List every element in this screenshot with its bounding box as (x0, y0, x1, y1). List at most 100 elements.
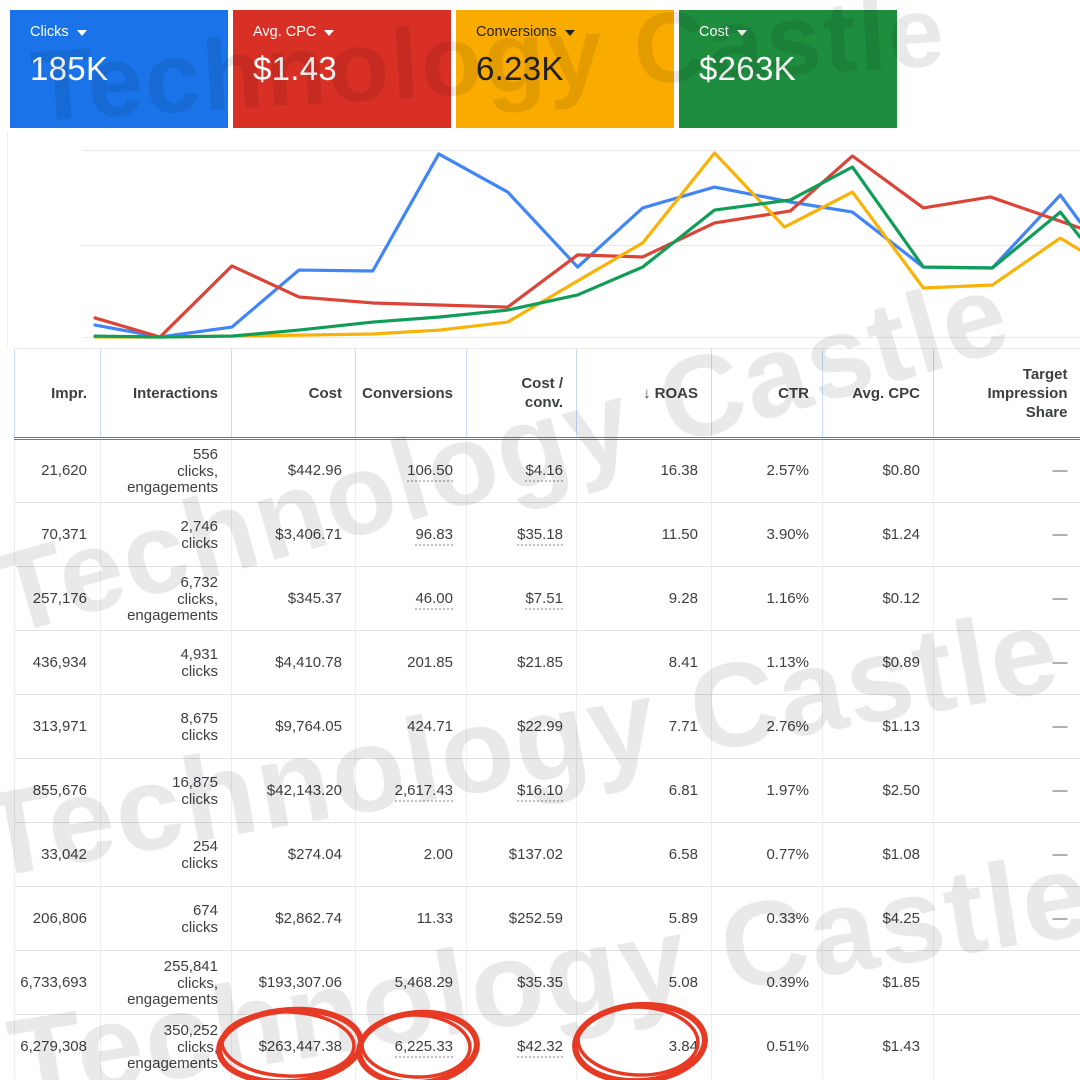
cell-cost: $263,447.38 (231, 1014, 356, 1079)
cell-value: 1.13% (766, 653, 809, 671)
cell-target-impression-share: — (933, 758, 1080, 823)
cell-value: $274.04 (287, 845, 342, 863)
cell-conversions: 2,617.43 (355, 758, 467, 823)
dropdown-caret-icon (76, 30, 87, 36)
metric-selector-conversions[interactable]: Conversions (456, 10, 674, 40)
cell-value: 1.16% (766, 589, 809, 607)
cell-ctr: 0.77% (711, 822, 823, 887)
cell-value: $0.80 (882, 462, 920, 479)
dropdown-caret-icon (564, 30, 575, 36)
cell-cost-per-conversion: $4.16 (466, 438, 577, 503)
cell-value: 106.50 (407, 462, 453, 482)
interactions-count: 8,675 (180, 709, 218, 727)
scorecard-value: 185K (30, 50, 109, 87)
cell-cost-per-conversion: $22.99 (466, 694, 577, 759)
cell-cost-per-conversion: $16.10 (466, 758, 577, 823)
column-header-avg-cpc[interactable]: Avg. CPC (822, 348, 934, 440)
scorecard-value: 6.23K (476, 50, 564, 87)
cell-value: 11.33 (416, 909, 453, 927)
table-row: 6,733,693 255,841 clicks, engagements $193,… (14, 950, 1080, 1015)
interactions-count: 350,252 (163, 1021, 218, 1039)
interactions-unit: clicks (181, 534, 218, 552)
interactions-unit: clicks, engagements (127, 974, 218, 1008)
cell-ctr: 2.76% (711, 694, 823, 759)
metrics-table: Impr. Interactions Cost Conversions Cost / c… (14, 348, 1080, 1079)
cell-value: 16.38 (660, 462, 698, 479)
cell-interactions: 255,841 clicks, engagements (100, 950, 232, 1015)
cell-value: $1.85 (882, 973, 920, 991)
cell-value: $1.13 (882, 717, 920, 735)
column-header-label: Interactions (132, 384, 218, 402)
cell-cost-per-conversion: $21.85 (466, 630, 577, 695)
interactions-unit: clicks (181, 726, 218, 744)
column-header-label: Cost (308, 384, 342, 402)
interactions-count: 2,746 (180, 517, 218, 535)
column-header-conversions[interactable]: Conversions (355, 348, 467, 440)
cell-target-impression-share: — (933, 630, 1080, 695)
cell-value: 2.57% (766, 462, 809, 479)
interactions-unit: clicks (181, 790, 218, 808)
cell-value: 7.71 (668, 717, 698, 735)
column-header-label: Impr. (51, 384, 87, 402)
interactions-unit: clicks (181, 918, 218, 936)
interactions-count: 556 (192, 446, 218, 463)
cell-ctr: 0.39% (711, 950, 823, 1015)
column-header-ctr[interactable]: CTR (711, 348, 823, 440)
cell-target-impression-share: — (933, 822, 1080, 887)
cell-roas: 7.71 (576, 694, 712, 759)
gridline-middle (82, 245, 1080, 246)
column-header-interactions[interactable]: Interactions (100, 348, 232, 440)
dropdown-caret-icon (736, 30, 747, 36)
cell-value: $2.50 (882, 781, 920, 799)
scorecard-avg-cpc: Avg. CPC $1.43 (233, 10, 451, 128)
cell-value: $4,410.78 (275, 653, 342, 671)
cell-value: 6.58 (668, 845, 698, 863)
cell-roas: 16.38 (576, 438, 712, 503)
metric-selector-cost[interactable]: Cost (679, 10, 897, 40)
cell-value: 201.85 (407, 653, 453, 671)
column-header-roas[interactable]: ↓ ROAS (576, 348, 712, 440)
cell-cost: $345.37 (231, 566, 356, 631)
metric-selector-clicks[interactable]: Clicks (10, 10, 228, 40)
cell-interactions: 16,875 clicks (100, 758, 232, 823)
metric-selector-avg-cpc[interactable]: Avg. CPC (233, 10, 451, 40)
cell-cost: $274.04 (231, 822, 356, 887)
column-header-cost-conv-[interactable]: Cost / conv. (466, 348, 577, 440)
cell-value: — (1052, 653, 1068, 671)
cell-target-impression-share: — (933, 886, 1080, 951)
performance-line-chart (0, 130, 1080, 348)
cell-interactions: 4,931 clicks (100, 630, 232, 695)
table-row: 257,176 6,732 clicks, engagements $345.37 46… (14, 566, 1080, 631)
cell-impressions: 436,934 (14, 630, 101, 695)
cell-value: 3.90% (766, 525, 809, 543)
dropdown-caret-icon (324, 30, 335, 36)
cell-interactions: 8,675 clicks (100, 694, 232, 759)
cell-avg-cpc: $0.12 (822, 566, 934, 631)
chart-line-clicks (95, 154, 1080, 337)
column-header-label: Cost / conv. (521, 375, 563, 411)
cell-value: $442.96 (287, 462, 342, 479)
cell-avg-cpc: $0.89 (822, 630, 934, 695)
cell-impressions: 33,042 (14, 822, 101, 887)
cell-value: — (1052, 525, 1068, 543)
cell-value: $263,447.38 (258, 1037, 342, 1055)
cell-value: — (1052, 717, 1068, 735)
column-header-target-impression-share[interactable]: Target Impression Share (933, 348, 1080, 440)
cell-impressions: 257,176 (14, 566, 101, 631)
cell-value: $0.89 (882, 653, 920, 671)
cell-value: 6.81 (668, 781, 698, 799)
cell-roas: 8.41 (576, 630, 712, 695)
cell-avg-cpc: $1.08 (822, 822, 934, 887)
cell-value: 0.39% (766, 973, 809, 991)
column-header-impr-[interactable]: Impr. (14, 348, 101, 440)
scorecard-label: Avg. CPC (253, 24, 317, 40)
sort-descending-icon: ↓ (643, 384, 651, 402)
interactions-unit: clicks (181, 662, 218, 680)
column-header-cost[interactable]: Cost (231, 348, 356, 440)
cell-impressions: 206,806 (14, 886, 101, 951)
cell-conversions: 424.71 (355, 694, 467, 759)
interactions-count: 254 (192, 837, 218, 855)
cell-cost-per-conversion: $35.18 (466, 502, 577, 567)
interactions-count: 16,875 (172, 773, 218, 791)
cell-avg-cpc: $4.25 (822, 886, 934, 951)
